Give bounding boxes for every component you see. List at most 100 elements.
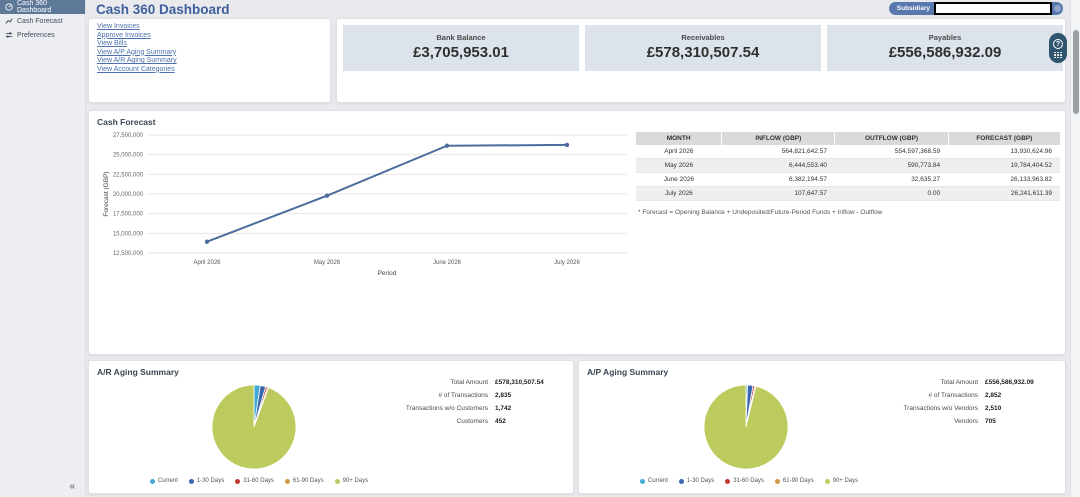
legend-dot [284, 478, 290, 484]
stat-label: Total Amount [940, 379, 978, 386]
table-cell: April 2026 [636, 145, 722, 159]
legend-dot [824, 478, 830, 484]
stat-row: Total Amount £578,310,507.54 [329, 379, 557, 392]
shortcut-link-view-account-categories[interactable]: View Account Categories [97, 65, 175, 73]
shortcut-link-view-bills[interactable]: View Bills [97, 40, 127, 47]
table-cell: 107,647.57 [721, 186, 835, 201]
legend-item-current[interactable]: Current [639, 478, 668, 484]
ap-aging-pie-chart [703, 384, 789, 470]
stat-row: Transactions w/o Vendors 2,510 [819, 405, 1047, 418]
table-cell: 0.00 [834, 186, 949, 201]
sidebar-nav: Cash 360 Dashboard Cash Forecast Preferenc… [0, 0, 85, 42]
svg-text:20,000,000: 20,000,000 [113, 192, 144, 198]
table-cell: 6,382,194.57 [721, 172, 835, 187]
stat-value: 2,852 [985, 392, 1002, 399]
stat-label: Transactions w/o Vendors [903, 405, 978, 412]
stat-row: Total Amount £556,586,932.09 [819, 379, 1047, 392]
sidebar-item-cash-forecast[interactable]: Cash Forecast [0, 14, 85, 28]
kpi-card-payables: Payables £556,586,932.09 [827, 25, 1063, 71]
table-cell: 32,635.27 [834, 172, 949, 187]
stat-value: 452 [495, 418, 506, 425]
subsidiary-selector[interactable]: Subsidiary [888, 2, 1063, 15]
ap-aging-stats: Total Amount £556,586,932.09 # of Transact… [819, 379, 1047, 431]
shortcut-link-approve-invoices[interactable]: Approve Invoices [97, 31, 151, 39]
legend-label: 90+ Days [342, 478, 369, 484]
stat-value: £578,310,507.54 [495, 379, 544, 386]
legend-label: 90+ Days [832, 478, 859, 484]
sidebar-item-label: Cash Forecast [17, 17, 63, 25]
stat-value: 1,742 [495, 405, 512, 412]
table-row: April 2026 564,821,642.57 554,597,368.59 13… [636, 145, 1060, 159]
legend-item-1-30-days[interactable]: 1-30 Days [678, 478, 714, 484]
svg-text:12,500,000: 12,500,000 [113, 251, 144, 257]
legend-item-90-days[interactable]: 90+ Days [824, 478, 859, 484]
legend-item-31-60-days[interactable]: 31-60 Days [725, 478, 764, 484]
ar-aging-stats: Total Amount £578,310,507.54 # of Transact… [329, 379, 557, 431]
sidebar-collapse-button[interactable]: « [69, 481, 75, 492]
svg-text:May 2026: May 2026 [314, 260, 341, 266]
legend-dot [188, 478, 194, 484]
scrollbar-thumb[interactable] [1073, 30, 1079, 114]
legend-dot [334, 478, 340, 484]
sidebar-item-label: Preferences [17, 31, 55, 39]
ap-aging-panel: A/P Aging Summary Total Amount £556,586,9… [578, 360, 1066, 494]
svg-text:Period: Period [378, 270, 397, 277]
svg-text:April 2026: April 2026 [193, 260, 221, 266]
ar-aging-panel: A/R Aging Summary Total Amount £578,310,5… [88, 360, 574, 494]
svg-text:22,500,000: 22,500,000 [113, 172, 144, 178]
legend-item-current[interactable]: Current [149, 478, 178, 484]
table-cell: 590,773.84 [834, 158, 949, 173]
legend-dot [149, 478, 155, 484]
legend-label: 31-60 Days [733, 478, 764, 484]
table-header-cell: OUTFLOW (GBP) [834, 132, 949, 145]
line-chart-icon [5, 17, 13, 25]
legend-item-61-90-days[interactable]: 61-90 Days [774, 478, 814, 484]
subsidiary-caret-icon [1054, 5, 1061, 12]
ar-aging-legend: Current 1-30 Days 31-60 Days 61-90 Days 90+ … [119, 478, 399, 484]
shortcut-link-view-a-r-aging-summary[interactable]: View A/R Aging Summary [97, 57, 177, 64]
kpi-value: £556,586,932.09 [888, 44, 1002, 61]
table-header-cell: INFLOW (GBP) [721, 132, 835, 145]
cash-forecast-line-chart: 12,500,000 15,000,000 17,500,000 20,000,000… [103, 133, 627, 277]
table-cell: 564,821,642.57 [721, 145, 835, 159]
legend-item-1-30-days[interactable]: 1-30 Days [188, 478, 225, 484]
table-cell: 19,784,404.52 [948, 158, 1060, 173]
sidebar: Cash 360 Dashboard Cash Forecast Preferenc… [0, 0, 86, 497]
legend-label: 1-30 Days [196, 478, 225, 484]
legend-dot [678, 478, 684, 484]
legend-item-61-90-days[interactable]: 61-90 Days [284, 478, 324, 484]
sidebar-item-preferences[interactable]: Preferences [0, 28, 85, 42]
stat-row: # of Transactions 2,852 [819, 392, 1047, 405]
shortcut-link-view-a-p-aging-summary[interactable]: View A/P Aging Summary [97, 48, 177, 56]
legend-label: Current [157, 478, 178, 484]
legend-item-31-60-days[interactable]: 31-60 Days [235, 478, 274, 484]
stat-value: £556,586,932.09 [985, 379, 1034, 386]
kpi-value: £578,310,507.54 [646, 44, 760, 61]
stat-value: 705 [985, 418, 996, 425]
shortcut-link-view-invoices[interactable]: View Invoices [97, 23, 140, 30]
stat-label: Total Amount [450, 379, 488, 386]
legend-dot [235, 478, 241, 484]
apps-grid-icon[interactable] [1054, 51, 1062, 58]
svg-text:June 2026: June 2026 [433, 260, 462, 266]
svg-text:27,500,000: 27,500,000 [113, 133, 144, 139]
cash-forecast-table: MONTH INFLOW (GBP) OUTFLOW (GBP) FORECAST (… [636, 132, 1060, 201]
legend-dot [774, 478, 780, 484]
ap-aging-title: A/P Aging Summary [587, 367, 669, 377]
table-header-cell: MONTH [636, 132, 722, 145]
legend-label: Current [647, 478, 668, 484]
table-cell: May 2026 [636, 158, 722, 173]
legend-item-90-days[interactable]: 90+ Days [334, 478, 369, 484]
help-widget: ? [1049, 33, 1067, 63]
scrollbar-track[interactable] [1070, 0, 1080, 497]
stat-label: Vendors [954, 418, 978, 425]
help-icon[interactable]: ? [1053, 38, 1063, 49]
stat-label: Customers [456, 418, 488, 425]
table-row: May 2026 6,444,553.40 590,773.84 19,784,404… [636, 158, 1060, 173]
kpi-label: Bank Balance [436, 33, 486, 42]
legend-dot [725, 478, 731, 484]
stat-row: Transactions w/o Customers 1,742 [329, 405, 557, 418]
table-row: July 2026 107,647.57 0.00 26,241,611.39 [636, 186, 1060, 201]
sidebar-item-cash-360-dashboard[interactable]: Cash 360 Dashboard [0, 0, 85, 14]
